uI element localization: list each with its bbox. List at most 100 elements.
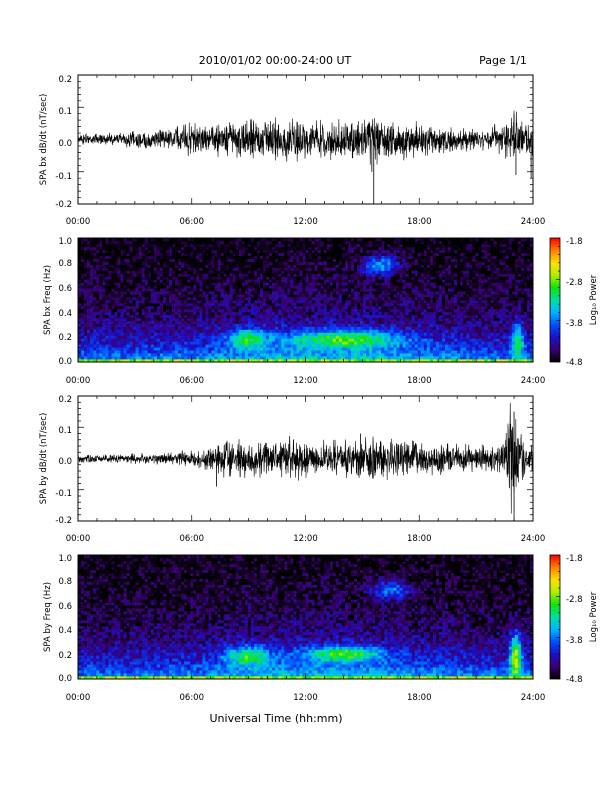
spectrogram-cell — [517, 285, 522, 289]
spectrogram-cell — [275, 294, 279, 298]
spectrogram-cell — [372, 329, 376, 333]
spectrogram-cell — [238, 359, 243, 363]
spectrogram-cell — [369, 285, 373, 289]
spectrogram-cell — [162, 294, 167, 298]
spectrogram-cell — [84, 359, 88, 363]
spectrogram-cell — [341, 273, 346, 277]
spectrogram-cell — [111, 270, 115, 274]
spectrogram-cell — [102, 270, 106, 274]
spectrogram-cell — [357, 338, 361, 342]
spectrogram-cell — [493, 332, 497, 336]
spectrogram-cell — [360, 335, 364, 339]
spectrogram-cell — [144, 302, 149, 307]
spectrogram-cell — [153, 279, 158, 283]
spectrogram-cell — [96, 347, 100, 351]
spectrogram-cell — [123, 350, 127, 354]
spectrogram-cell — [526, 273, 531, 277]
spectrogram-cell — [472, 264, 476, 268]
spectrogram-cell — [144, 338, 149, 342]
spectrogram-cell — [172, 288, 176, 292]
spectrogram-cell — [199, 356, 203, 360]
spectrogram-cell — [484, 264, 488, 268]
spectrogram-cell — [108, 305, 112, 310]
spectrogram-cell — [260, 308, 264, 313]
spectrogram-cell — [187, 329, 191, 333]
spectrogram-cell — [411, 326, 415, 330]
spectrogram-cell — [153, 341, 158, 345]
spectrogram-cell — [445, 344, 449, 348]
spectrogram-cell — [526, 308, 531, 313]
spectrogram-cell — [81, 273, 85, 277]
spectrogram-cell — [448, 317, 452, 321]
spectrogram-cell — [493, 338, 497, 342]
spectrogram-cell — [290, 329, 294, 333]
spectrogram-cell — [96, 279, 100, 283]
spectrogram-cell — [520, 356, 525, 360]
spectrogram-cell — [241, 341, 246, 345]
spectrogram-cell — [438, 323, 443, 327]
spectrogram-cell — [514, 285, 519, 289]
spectrogram-cell — [378, 335, 382, 339]
spectrogram-cell — [90, 276, 94, 280]
spectrogram-cell — [278, 276, 282, 280]
spectrogram-cell — [396, 267, 400, 271]
spectrogram-cell — [217, 344, 221, 348]
spectrogram-cell — [105, 297, 109, 301]
spectrogram-cell — [357, 356, 361, 360]
spectrogram-cell — [375, 323, 379, 327]
spectrogram-cell — [523, 308, 528, 313]
spectrogram-cell — [214, 308, 218, 313]
spectrogram-cell — [169, 317, 173, 321]
spectrogram-cell — [499, 341, 503, 345]
spectrogram-cell — [87, 344, 91, 348]
bx-dbdt-ytick-0: 0.2 — [58, 75, 72, 85]
spectrogram-cell — [199, 311, 203, 316]
spectrogram-cell — [147, 332, 152, 336]
spectrogram-cell — [253, 305, 258, 310]
spectrogram-cell — [126, 332, 130, 336]
spectrogram-cell — [463, 359, 467, 363]
spectrogram-cell — [469, 359, 473, 363]
spectrogram-cell — [487, 308, 491, 313]
spectrogram-cell — [123, 359, 127, 363]
spectrogram-cell — [405, 308, 409, 313]
spectrogram-cell — [135, 291, 139, 295]
spectrogram-cell — [402, 279, 406, 283]
spectrogram-cell — [123, 332, 127, 336]
spectrogram-cell — [235, 320, 240, 324]
spectrogram-cell — [408, 338, 412, 342]
spectrogram-cell — [308, 270, 312, 274]
spectrogram-cell — [323, 305, 328, 310]
spectrogram-cell — [411, 341, 415, 345]
spectrogram-cell — [390, 267, 394, 271]
spectrogram-cell — [138, 356, 142, 360]
spectrogram-cell — [517, 326, 522, 330]
spectrogram-cell — [284, 270, 288, 274]
spectrogram-cell — [308, 291, 312, 295]
spectrogram-cell — [472, 285, 476, 289]
spectrogram-cell — [402, 305, 406, 310]
spectrogram-cell — [129, 338, 133, 342]
spectrogram-cell — [448, 344, 452, 348]
spectrogram-cell — [272, 264, 276, 268]
spectrogram-cell — [126, 294, 130, 298]
spectrogram-cell — [114, 350, 118, 354]
spectrogram-cell — [184, 270, 188, 274]
spectrogram-cell — [220, 347, 224, 351]
spectrogram-cell — [448, 338, 452, 342]
spectrogram-cell — [275, 311, 279, 316]
spectrogram-cell — [141, 335, 146, 339]
spectrogram-cell — [314, 308, 318, 313]
spectrogram-cell — [223, 291, 227, 295]
spectrogram-cell — [378, 276, 382, 280]
spectrogram-cell — [481, 267, 485, 271]
spectrogram-cell — [490, 341, 494, 345]
spectrogram-cell — [314, 347, 318, 351]
spectrogram-cell — [508, 276, 513, 280]
spectrogram-cell — [108, 308, 112, 313]
spectrogram-cell — [432, 302, 437, 307]
spectrogram-cell — [108, 311, 112, 316]
spectrogram-cell — [93, 326, 97, 330]
spectrogram-cell — [220, 332, 224, 336]
spectrogram-cell — [181, 341, 185, 345]
